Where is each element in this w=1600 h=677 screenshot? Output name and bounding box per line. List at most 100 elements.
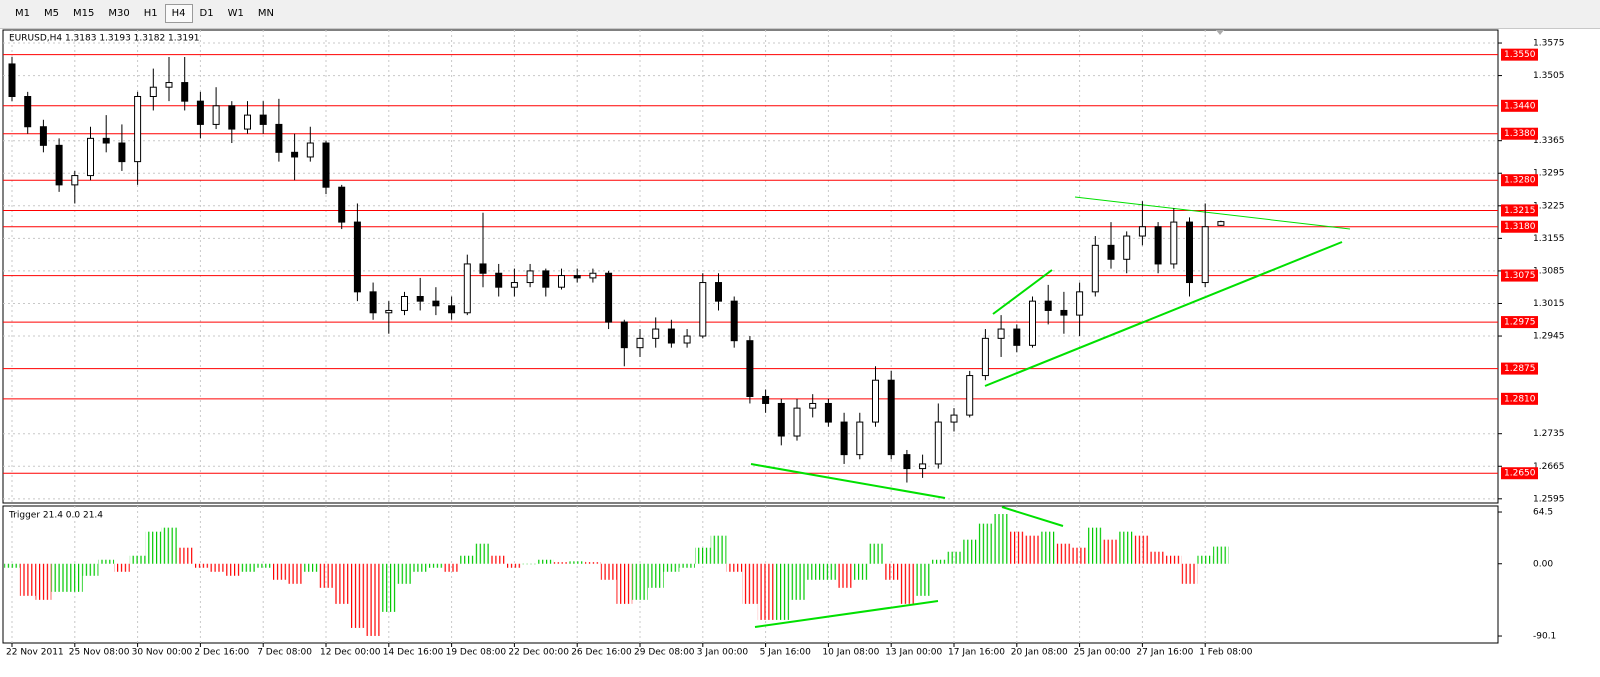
candle-body bbox=[196, 100, 204, 125]
candle-body bbox=[856, 421, 864, 456]
indicator-bar bbox=[271, 563, 287, 580]
x-tick-label: 7 Dec 08:00 bbox=[257, 648, 312, 658]
candle-body bbox=[1138, 226, 1146, 237]
candle-body bbox=[495, 272, 503, 288]
indicator-bar bbox=[914, 563, 931, 596]
candle-body bbox=[950, 414, 958, 423]
candle-body bbox=[589, 272, 597, 279]
indicator-bar bbox=[695, 547, 711, 564]
indicator-bar bbox=[145, 531, 162, 564]
indicator-bar bbox=[899, 563, 915, 604]
timeframe-button[interactable]: MN bbox=[257, 8, 274, 19]
indicator-bar bbox=[883, 563, 900, 580]
candle-body bbox=[118, 142, 126, 163]
candle-body bbox=[228, 105, 236, 130]
x-tick-label: 19 Dec 08:00 bbox=[446, 648, 507, 658]
y-tick-label: 1.3295 bbox=[1533, 169, 1565, 179]
indicator-bar bbox=[585, 562, 601, 564]
price-level-label: 1.2810 bbox=[1504, 394, 1536, 404]
y-tick-label: -90.1 bbox=[1533, 632, 1556, 642]
chart-title: EURUSD,H4 1.3183 1.3193 1.3182 1.3191 bbox=[9, 34, 200, 44]
candle-body bbox=[997, 328, 1005, 339]
x-tick-label: 22 Nov 2011 bbox=[6, 648, 64, 658]
candle-body bbox=[432, 300, 440, 307]
timeframe-button[interactable]: M15 bbox=[73, 8, 95, 19]
timeframe-button[interactable]: M5 bbox=[44, 8, 59, 19]
indicator-bar bbox=[1150, 551, 1166, 564]
candle-body bbox=[244, 114, 251, 130]
indicator-bar bbox=[4, 563, 20, 568]
y-tick-label: 1.2665 bbox=[1533, 462, 1565, 472]
candle-body bbox=[1060, 309, 1068, 316]
x-tick-label: 5 Jan 16:00 bbox=[760, 648, 812, 658]
x-tick-label: 14 Dec 16:00 bbox=[383, 648, 444, 658]
timeframe-button[interactable]: M1 bbox=[15, 8, 30, 19]
candle-body bbox=[715, 282, 722, 302]
candle-body bbox=[573, 275, 581, 279]
x-tick-label: 12 Dec 00:00 bbox=[320, 648, 381, 658]
chart-window: EURUSD,H4 1.3183 1.3193 1.3182 1.3191 Tr… bbox=[2, 29, 1565, 658]
candle-body bbox=[872, 379, 879, 423]
timeframe-button[interactable]: D1 bbox=[199, 8, 214, 19]
indicator-bar bbox=[176, 547, 193, 564]
candle-body bbox=[934, 421, 942, 465]
timeframe-button[interactable]: M30 bbox=[108, 8, 130, 19]
timeframe-button[interactable]: H4 bbox=[164, 4, 193, 23]
timeframe-button[interactable]: H1 bbox=[143, 8, 158, 19]
candle-body bbox=[1123, 235, 1131, 260]
candle-body bbox=[306, 142, 314, 158]
candle-body bbox=[24, 96, 32, 128]
indicator-bar bbox=[1118, 531, 1135, 564]
price-level-tag bbox=[1501, 99, 1538, 112]
indicator-bar bbox=[412, 563, 429, 572]
indicator-bar bbox=[569, 561, 586, 564]
indicator-bar bbox=[1009, 531, 1025, 564]
indicator-bar bbox=[1040, 531, 1057, 564]
candle-body bbox=[1029, 300, 1036, 346]
candle-body bbox=[746, 340, 754, 397]
x-tick-label: 10 Jan 08:00 bbox=[822, 648, 879, 658]
x-tick-label: 29 Dec 08:00 bbox=[634, 648, 695, 658]
indicator-bar bbox=[51, 563, 67, 592]
candle-body bbox=[1044, 300, 1052, 311]
candle-body bbox=[102, 137, 110, 144]
indicator-bar bbox=[1071, 547, 1088, 564]
candle-body bbox=[385, 309, 393, 314]
trend-line bbox=[750, 463, 946, 499]
candle-body bbox=[1217, 221, 1225, 226]
candle-body bbox=[824, 402, 832, 423]
trend-line bbox=[1001, 506, 1064, 527]
indicator-bar bbox=[239, 563, 256, 572]
indicator-bar bbox=[506, 563, 523, 568]
candle-body bbox=[966, 375, 974, 416]
candle-body bbox=[71, 175, 79, 186]
candle-body bbox=[762, 395, 770, 404]
price-level-tag bbox=[1501, 127, 1538, 140]
indicator-bar bbox=[114, 563, 130, 572]
price-level-label: 1.2875 bbox=[1504, 364, 1536, 374]
indicator-bar bbox=[538, 559, 554, 564]
price-level-label: 1.3075 bbox=[1504, 271, 1536, 281]
main-plot-frame bbox=[2, 29, 1499, 504]
candle-body bbox=[542, 270, 550, 288]
indicator-bar bbox=[522, 563, 538, 565]
candle-body bbox=[275, 123, 283, 153]
x-tick-label: 20 Jan 08:00 bbox=[1011, 648, 1068, 658]
candle-body bbox=[369, 291, 377, 314]
candle-body bbox=[887, 379, 895, 456]
indicator-title: Trigger 21.4 0.0 21.4 bbox=[8, 511, 103, 521]
candle-body bbox=[448, 305, 456, 314]
indicator-bar bbox=[349, 563, 366, 628]
indicator-bar bbox=[867, 543, 884, 564]
candle-body bbox=[291, 151, 299, 158]
indicator-bar bbox=[553, 562, 570, 564]
indicator-bar bbox=[1197, 555, 1214, 564]
indicator-bar bbox=[789, 563, 805, 600]
timeframe-button[interactable]: W1 bbox=[227, 8, 244, 19]
indicator-bar bbox=[773, 563, 790, 620]
indicator-bar bbox=[710, 535, 727, 564]
indicator-bar bbox=[224, 563, 240, 576]
y-tick-label: 1.3505 bbox=[1533, 71, 1565, 81]
y-tick-label: 1.3015 bbox=[1533, 299, 1565, 309]
candle-body bbox=[1186, 221, 1193, 284]
